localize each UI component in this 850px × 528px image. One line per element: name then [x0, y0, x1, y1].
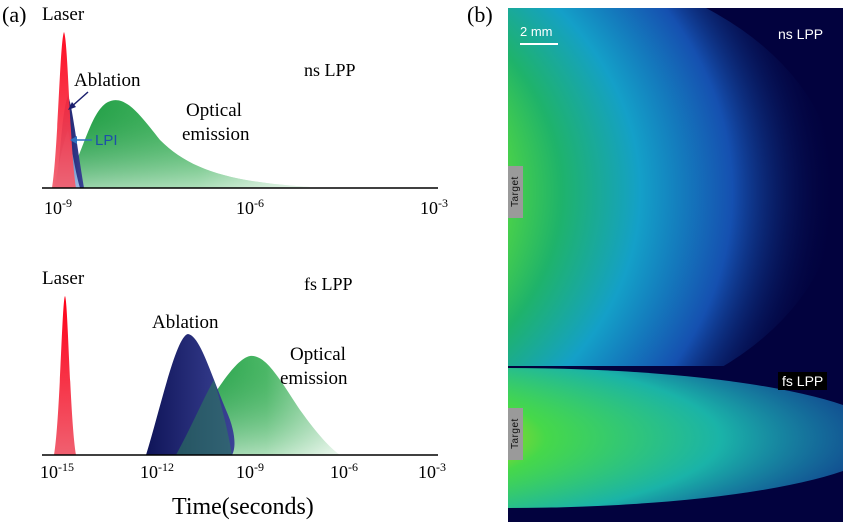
fs-emission-label-1: Optical [290, 344, 346, 365]
ns-laser-pulse [52, 32, 76, 188]
panel-a-graphics [42, 32, 438, 456]
ablation-arrow-head [68, 102, 76, 110]
fs-tick-4: 10-6 [330, 460, 358, 482]
target-tab-fs: Target [508, 408, 523, 460]
fs-tick-2: 10-12 [140, 460, 174, 482]
ns-tick-3: 10-3 [420, 196, 448, 218]
panel-b-label: (b) [467, 2, 493, 27]
fs-plume [508, 368, 843, 508]
fs-tick-3: 10-9 [236, 460, 264, 482]
ns-emission-label-1: Optical [186, 100, 242, 121]
ns-plume [508, 8, 838, 422]
fs-ablation-overlap [176, 380, 232, 455]
ns-emission-label-2: emission [182, 124, 250, 145]
plume-graphics [508, 8, 843, 522]
lpi-arrow-head [70, 136, 77, 144]
target-tab-ns: Target [508, 166, 523, 218]
fs-tick-1: 10-15 [40, 460, 74, 482]
ns-ablation-label: Ablation [74, 70, 141, 91]
scale-bar-label: 2 mm [520, 24, 553, 39]
ns-emission-shade [60, 100, 310, 188]
fs-ablation-label: Ablation [152, 312, 219, 333]
ns-lpi-label: LPI [95, 132, 118, 149]
plume-image: 2 mm ns LPP fs LPP Target Target [508, 8, 843, 522]
ns-tick-1: 10-9 [44, 196, 72, 218]
fs-plume-label: fs LPP [778, 372, 828, 390]
fs-tick-5: 10-3 [418, 460, 446, 482]
ns-laser-label: Laser [42, 4, 85, 25]
fs-mode-label: fs LPP [304, 274, 353, 294]
time-axis-title: Time(seconds) [172, 494, 314, 520]
fs-laser-pulse [54, 296, 76, 455]
ns-mode-label: ns LPP [304, 60, 356, 80]
ns-plume-label: ns LPP [778, 26, 824, 42]
panel-a-label: (a) [2, 2, 27, 27]
fs-laser-label: Laser [42, 268, 85, 289]
ns-tick-2: 10-6 [236, 196, 264, 218]
fs-emission-label-2: emission [280, 368, 348, 389]
